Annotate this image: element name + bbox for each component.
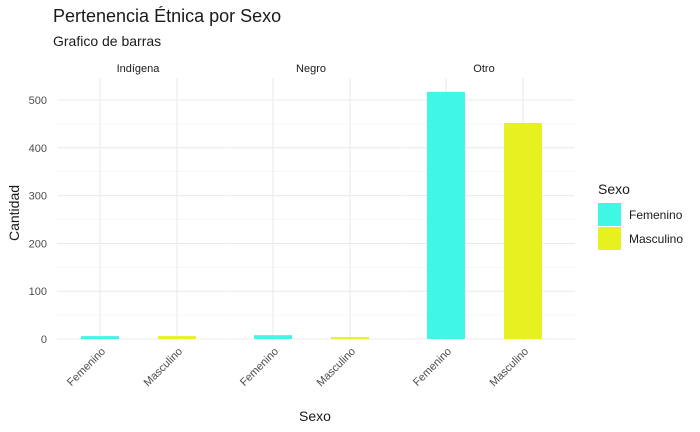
chart-subtitle: Grafico de barras [53,33,162,49]
x-tick-label: Masculino [488,346,532,390]
x-tick-label: Masculino [315,346,359,390]
y-tick-label: 100 [29,286,47,298]
legend-label: Femenino [629,208,683,222]
facet-label: Otro [473,63,494,75]
y-tick-label: 200 [29,238,47,250]
chart-title: Pertenencia Étnica por Sexo [53,6,282,26]
legend-label: Masculino [629,232,683,246]
facet-label: Indígena [117,63,161,75]
bar-masculino [158,336,196,339]
y-tick-label: 500 [29,95,47,107]
x-tick-label: Femenino [238,346,281,389]
bar-femenino [427,91,465,340]
facet-label: Negro [296,63,326,75]
legend-title: Sexo [598,181,630,197]
legend-swatch [598,227,621,250]
bar-masculino [331,337,369,339]
x-tick-label: Femenino [411,346,454,389]
y-tick-label: 400 [29,143,47,155]
bar-femenino [254,335,292,339]
x-axis-title: Sexo [299,408,331,424]
y-tick-label: 0 [41,334,47,346]
y-tick-label: 300 [29,191,47,203]
legend-swatch [598,203,621,226]
bar-masculino [504,122,542,339]
bar-femenino [81,336,119,339]
x-tick-label: Femenino [65,346,108,389]
y-axis-title: Cantidad [6,185,22,241]
x-tick-label: Masculino [142,346,186,390]
